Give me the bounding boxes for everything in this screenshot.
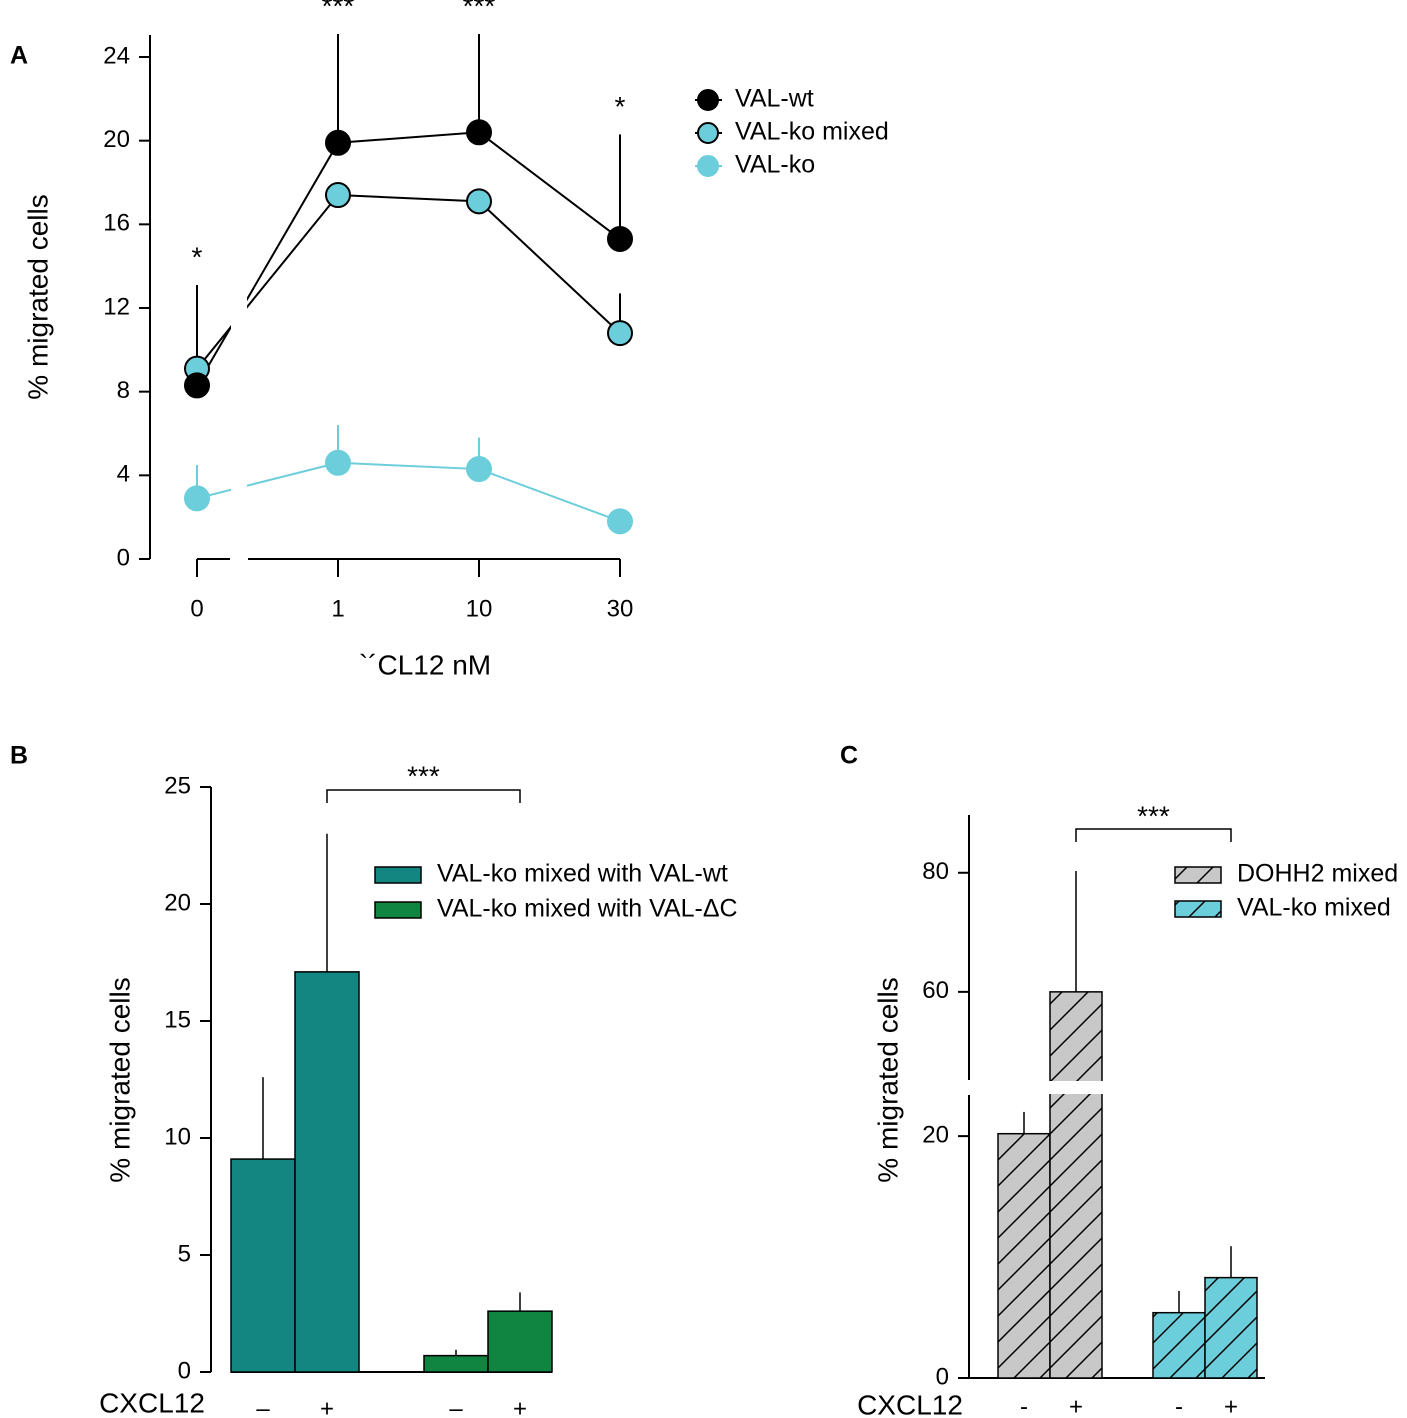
significance: * [615, 91, 626, 122]
y-tick-label: 0 [936, 1363, 949, 1390]
axis-break [975, 1081, 1263, 1094]
significance: *** [463, 0, 496, 21]
legend-swatch [1174, 866, 1222, 884]
x-tick-label: + [513, 1395, 527, 1418]
x-tick-label: 10 [466, 595, 493, 622]
legend-label: VAL-ko mixed [1237, 894, 1391, 922]
bar [294, 971, 360, 1373]
y-tick-label: 15 [164, 1006, 191, 1033]
legend-label: VAL-ko mixed [735, 118, 889, 146]
marker [325, 449, 351, 476]
marker [325, 182, 351, 209]
bar [1049, 991, 1103, 1379]
significance-bracket [326, 789, 521, 803]
y-tick-label: 0 [178, 1357, 191, 1384]
y-axis-label: % migrated cells [22, 194, 53, 399]
marker [607, 508, 633, 535]
marker [607, 225, 633, 252]
y-tick-label: 10 [164, 1123, 191, 1150]
marker [466, 456, 492, 483]
y-tick-label: 60 [922, 977, 949, 1004]
y-tick-label: 0 [117, 544, 130, 571]
bar [997, 1132, 1051, 1379]
row-label: CXCL12 [99, 1387, 205, 1418]
legend-label: DOHH2 mixed [1237, 860, 1398, 888]
marker [466, 119, 492, 146]
panel-label: A [10, 42, 28, 70]
marker [607, 320, 633, 347]
significance-bracket [1075, 828, 1232, 842]
x-tick-label: + [1069, 1393, 1083, 1418]
legend-label: VAL-ko mixed with VAL-ΔC [437, 895, 738, 923]
legend-label: VAL-wt [735, 85, 814, 113]
x-tick-label: + [320, 1395, 334, 1418]
x-tick-label: – [256, 1395, 270, 1418]
y-axis-label: % migrated cells [104, 977, 135, 1182]
marker [466, 188, 492, 215]
y-tick-label: 16 [103, 210, 130, 237]
y-tick-label: 20 [164, 889, 191, 916]
series-line [196, 461, 621, 523]
marker [184, 485, 210, 512]
significance: *** [1137, 800, 1170, 831]
y-tick-label: 8 [117, 377, 130, 404]
panel-label: C [840, 742, 858, 770]
significance: * [192, 241, 203, 272]
x-tick-label: 30 [607, 595, 634, 622]
axis-break [231, 35, 247, 557]
significance: *** [407, 760, 440, 791]
legend-swatch [1174, 900, 1222, 918]
legend-marker [697, 122, 719, 144]
marker [325, 129, 351, 156]
x-tick-label: 0 [190, 595, 203, 622]
bar [230, 1158, 296, 1373]
bar [1204, 1276, 1258, 1379]
x-tick-label: + [1224, 1393, 1238, 1418]
legend-marker [697, 155, 719, 177]
y-tick-label: 5 [178, 1240, 191, 1267]
y-tick-label: 4 [117, 461, 130, 488]
legend-swatch [374, 866, 422, 884]
y-tick-label: 25 [164, 772, 191, 799]
x-tick-label: – [449, 1395, 463, 1418]
legend-swatch [374, 901, 422, 919]
y-tick-label: 80 [922, 858, 949, 885]
series-line [196, 194, 621, 370]
legend-label: VAL-ko mixed with VAL-wt [437, 860, 728, 888]
x-axis-label: `´CL12 nM [359, 649, 491, 680]
row-label: CXCL12 [857, 1389, 963, 1418]
x-tick-label: - [1020, 1393, 1028, 1418]
marker [184, 372, 210, 399]
y-tick-label: 12 [103, 293, 130, 320]
series-line [196, 131, 621, 386]
legend-label: VAL-ko [735, 151, 815, 179]
x-tick-label: - [1175, 1393, 1183, 1418]
significance: *** [322, 0, 355, 21]
panel-label: B [10, 742, 28, 770]
y-tick-label: 20 [103, 126, 130, 153]
y-tick-label: 24 [103, 42, 130, 69]
bar [1152, 1311, 1206, 1379]
y-tick-label: 20 [922, 1121, 949, 1148]
x-tick-label: 1 [331, 595, 344, 622]
bar [487, 1310, 553, 1373]
bar [423, 1354, 489, 1373]
legend-marker [697, 89, 719, 111]
y-axis-label: % migrated cells [872, 977, 903, 1182]
